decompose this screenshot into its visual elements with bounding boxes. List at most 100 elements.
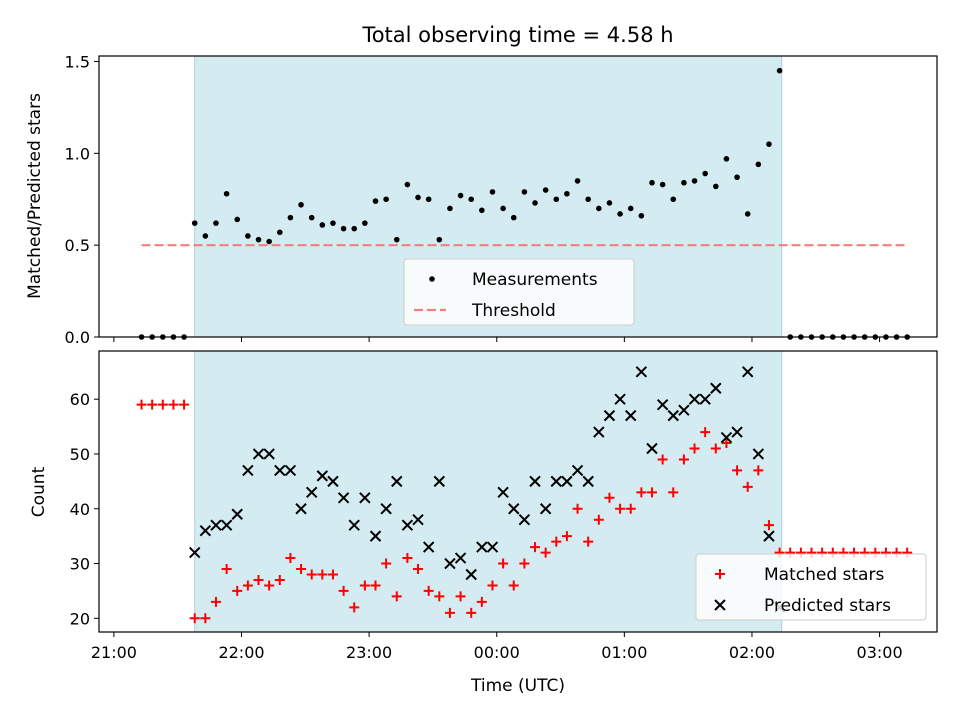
measurement-point: [425, 196, 432, 203]
predicted-point: [220, 519, 233, 531]
matched-point: [221, 564, 232, 575]
predicted-point: [359, 492, 371, 504]
matched-point: [264, 580, 275, 591]
matched-point: [413, 564, 424, 575]
predicted-point: [752, 448, 765, 460]
matched-point: [317, 569, 328, 580]
measurement-point: [457, 192, 464, 199]
matched-point: [327, 569, 338, 580]
matched-point: [423, 585, 434, 596]
predicted-point: [231, 508, 243, 520]
measurement-point: [606, 200, 613, 206]
measurement-point: [691, 178, 698, 184]
matched-point: [646, 487, 657, 498]
measurement-point: [351, 225, 358, 232]
y-tick-label: 1.0: [65, 144, 90, 163]
measurement-point: [521, 189, 528, 195]
measurement-point: [734, 174, 740, 181]
legend-x-icon: [714, 599, 726, 611]
measurement-point: [532, 200, 538, 206]
predicted-point: [550, 475, 562, 488]
predicted-point: [486, 541, 499, 553]
measurement-point: [723, 156, 730, 162]
measurement-point: [266, 238, 272, 245]
predicted-point: [625, 409, 637, 422]
matched-point: [179, 399, 190, 410]
matched-point: [444, 607, 455, 618]
matched-point: [721, 438, 732, 449]
predicted-point: [635, 366, 648, 378]
predicted-point: [454, 552, 467, 564]
matched-point: [530, 542, 541, 553]
predicted-point: [433, 475, 446, 488]
measurement-point: [755, 161, 762, 168]
predicted-point: [444, 557, 456, 570]
measurement-point: [776, 67, 783, 74]
measurement-point: [415, 194, 421, 201]
legend-label: Predicted stars: [764, 596, 891, 616]
measurement-point: [542, 187, 549, 193]
legend-label: Matched stars: [764, 565, 884, 585]
x-tick-label: 21:00: [91, 643, 137, 662]
matched-point: [189, 613, 200, 624]
measurement-point: [702, 170, 708, 177]
matched-point: [168, 399, 179, 410]
matched-point: [678, 454, 689, 465]
measurement-point: [596, 205, 602, 212]
measurement-point: [404, 181, 411, 188]
bottom-y-axis-label: Count: [29, 466, 49, 517]
predicted-point: [763, 530, 775, 542]
matched-point: [200, 613, 211, 624]
top-panel: 0.0 0.5 1.0 1.5 Total observing time = 4.58…: [25, 23, 938, 347]
matched-point: [296, 564, 307, 575]
matched-point: [561, 531, 572, 542]
measurement-point: [393, 236, 400, 243]
predicted-point: [593, 426, 605, 438]
legend-plus-icon: [715, 569, 725, 579]
predicted-point: [252, 448, 265, 460]
predicted-point: [561, 475, 573, 488]
matched-point: [210, 596, 221, 607]
predicted-point: [508, 503, 520, 515]
measurement-point: [510, 214, 517, 221]
predicted-point: [731, 426, 743, 438]
x-tick-label: 02:00: [729, 643, 775, 662]
measurement-point: [436, 236, 443, 243]
measurement-point: [617, 211, 623, 217]
predicted-point: [210, 519, 222, 531]
measurement-point: [659, 181, 666, 188]
x-axis-label: Time (UTC): [470, 676, 565, 696]
measurement-point: [223, 190, 230, 197]
predicted-point: [529, 475, 541, 488]
matched-point: [253, 574, 264, 585]
matched-point: [274, 574, 285, 585]
measurement-point: [468, 196, 475, 203]
predicted-point: [688, 393, 701, 405]
x-tick-label: 00:00: [474, 643, 520, 662]
measurement-point: [564, 190, 570, 197]
y-tick-label: 30: [70, 555, 90, 574]
predicted-point: [539, 503, 552, 515]
matched-point: [742, 481, 753, 492]
matched-point: [604, 492, 615, 503]
predicted-point: [646, 442, 658, 455]
measurement-point: [255, 236, 262, 243]
predicted-point: [369, 530, 382, 542]
predicted-point: [476, 541, 488, 553]
measurement-point: [766, 141, 772, 147]
bottom-legend: Matched stars Predicted stars: [695, 553, 927, 621]
measurement-point: [500, 205, 506, 212]
matched-point: [689, 443, 700, 454]
measurement-point: [553, 196, 560, 203]
matched-point: [508, 580, 519, 591]
measurement-point: [585, 196, 591, 203]
legend-box: [403, 258, 635, 326]
measurement-point: [276, 229, 283, 236]
measurement-point: [298, 201, 304, 208]
matched-point: [242, 580, 253, 591]
predicted-point: [667, 409, 679, 422]
predicted-point: [295, 503, 307, 515]
predicted-point: [401, 519, 414, 531]
matched-point: [402, 553, 413, 564]
